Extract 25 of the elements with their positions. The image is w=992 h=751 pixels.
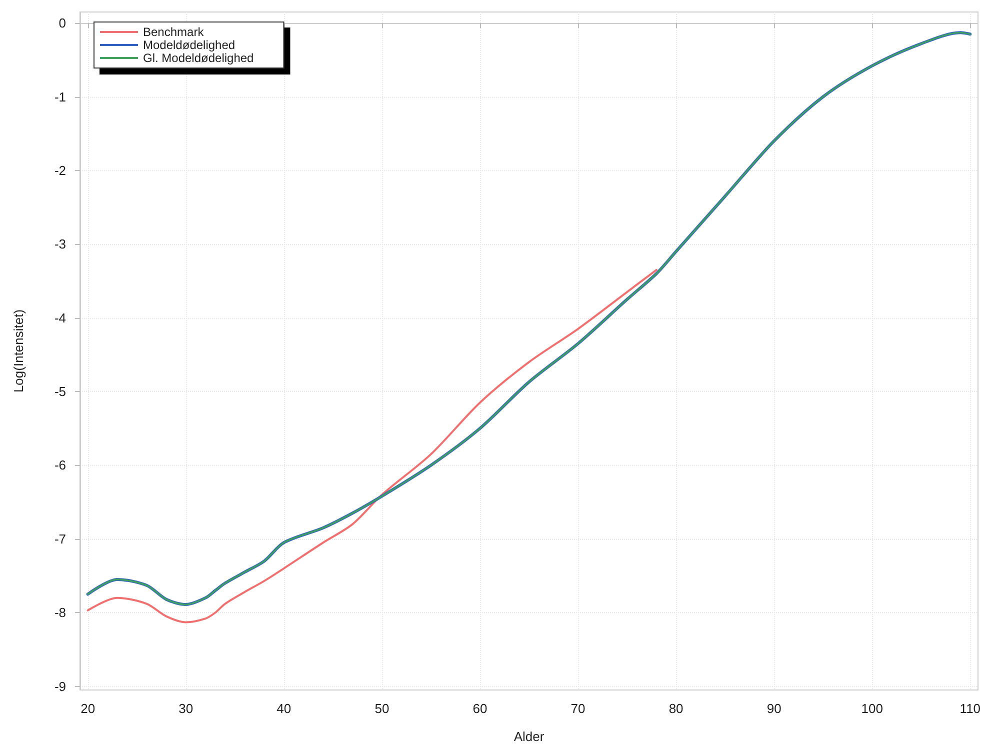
x-axis-title: Alder <box>514 729 545 744</box>
y-tick-label: 0 <box>58 16 66 31</box>
y-tick-label: -6 <box>54 458 66 473</box>
y-tick-label: -9 <box>54 678 66 694</box>
y-tick-label: -3 <box>54 236 66 252</box>
legend-label: Modeldødelighed <box>143 38 236 52</box>
legend-label: Benchmark <box>143 25 205 39</box>
y-tick-label: -1 <box>54 89 66 104</box>
y-tick-label: -5 <box>54 384 66 400</box>
y-tick-label: -7 <box>54 531 66 546</box>
x-tick-label: 70 <box>570 701 586 716</box>
legend-label: Gl. Modeldødelighed <box>143 51 254 65</box>
x-tick-label: 80 <box>668 701 684 716</box>
y-axis-title: Log(Intensitet) <box>11 309 26 393</box>
x-tick-label: 50 <box>374 701 390 716</box>
x-tick-label: 100 <box>861 701 883 716</box>
y-tick-label: -8 <box>54 605 66 620</box>
x-tick-label: 30 <box>178 701 194 716</box>
x-tick-label: 60 <box>472 701 488 716</box>
y-tick-label: -2 <box>54 162 66 178</box>
x-tick-label: 20 <box>80 701 96 716</box>
y-tick-label: -4 <box>54 310 66 326</box>
x-tick-label: 40 <box>276 701 292 716</box>
x-tick-label: 90 <box>766 701 782 716</box>
x-tick-label: 110 <box>960 701 981 716</box>
